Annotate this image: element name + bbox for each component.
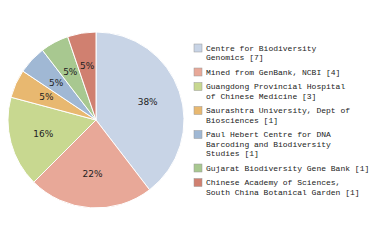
- legend-label-line: of Chinese Medicine [3]: [206, 92, 316, 101]
- legend-label-line: Guangdong Provincial Hospital: [206, 82, 345, 91]
- data-label: 5%: [39, 92, 54, 102]
- legend-entry: Centre for BiodiversityGenomics [7]: [194, 44, 317, 63]
- legend-label-line: Barcoding and Biodiversity: [206, 140, 331, 149]
- legend-swatch: [194, 83, 202, 91]
- data-label: 38%: [138, 97, 158, 107]
- legend-label-line: South China Botanical Garden [1]: [206, 188, 360, 197]
- legend-label: Centre for BiodiversityGenomics [7]: [206, 44, 317, 63]
- legend-entry: Gujarat Biodiversity Gene Bank [1]: [194, 164, 369, 173]
- data-label: 22%: [82, 169, 102, 179]
- legend-swatch: [194, 164, 202, 172]
- legend-label-line: Centre for Biodiversity: [206, 44, 317, 53]
- pie: [8, 32, 184, 208]
- data-label: 16%: [33, 129, 53, 139]
- legend-label-line: Gujarat Biodiversity Gene Bank [1]: [206, 164, 369, 173]
- legend-label-line: Saurashtra University, Dept of: [206, 106, 350, 115]
- legend-label-line: Studies [1]: [206, 149, 259, 158]
- legend-swatch: [194, 68, 202, 76]
- legend-swatch: [194, 179, 202, 187]
- data-labels: 38%22%16%5%5%5%5%: [33, 61, 158, 179]
- legend-label-line: Mined from GenBank, NCBI [4]: [206, 68, 340, 77]
- legend-label: Gujarat Biodiversity Gene Bank [1]: [206, 164, 369, 173]
- chart: 38%22%16%5%5%5%5%Centre for Biodiversity…: [0, 0, 380, 240]
- data-label: 5%: [49, 78, 64, 88]
- legend-label-line: Biosciences [1]: [206, 116, 278, 125]
- legend: Centre for BiodiversityGenomics [7] Mined…: [194, 44, 369, 197]
- legend-label: Guangdong Provincial Hospitalof Chinese …: [206, 82, 345, 101]
- legend-label-line: Paul Hebert Centre for DNA: [206, 130, 331, 139]
- legend-entry: Chinese Academy of Sciences,South China …: [194, 178, 360, 197]
- legend-swatch: [194, 107, 202, 115]
- legend-entry: Mined from GenBank, NCBI [4]: [194, 68, 340, 77]
- legend-swatch: [194, 131, 202, 139]
- legend-label: Mined from GenBank, NCBI [4]: [206, 68, 340, 77]
- legend-label: Saurashtra University, Dept ofBioscience…: [206, 106, 350, 125]
- legend-label-line: Chinese Academy of Sciences,: [206, 178, 340, 187]
- legend-label: Paul Hebert Centre for DNABarcoding and …: [206, 130, 331, 158]
- legend-label-line: Genomics [7]: [206, 53, 264, 62]
- legend-entry: Saurashtra University, Dept ofBioscience…: [194, 106, 350, 125]
- legend-swatch: [194, 44, 202, 52]
- legend-label: Chinese Academy of Sciences,South China …: [206, 178, 360, 197]
- legend-entry: Guangdong Provincial Hospitalof Chinese …: [194, 82, 345, 101]
- legend-entry: Paul Hebert Centre for DNABarcoding and …: [194, 130, 331, 158]
- data-label: 5%: [80, 61, 95, 71]
- data-label: 5%: [63, 67, 78, 77]
